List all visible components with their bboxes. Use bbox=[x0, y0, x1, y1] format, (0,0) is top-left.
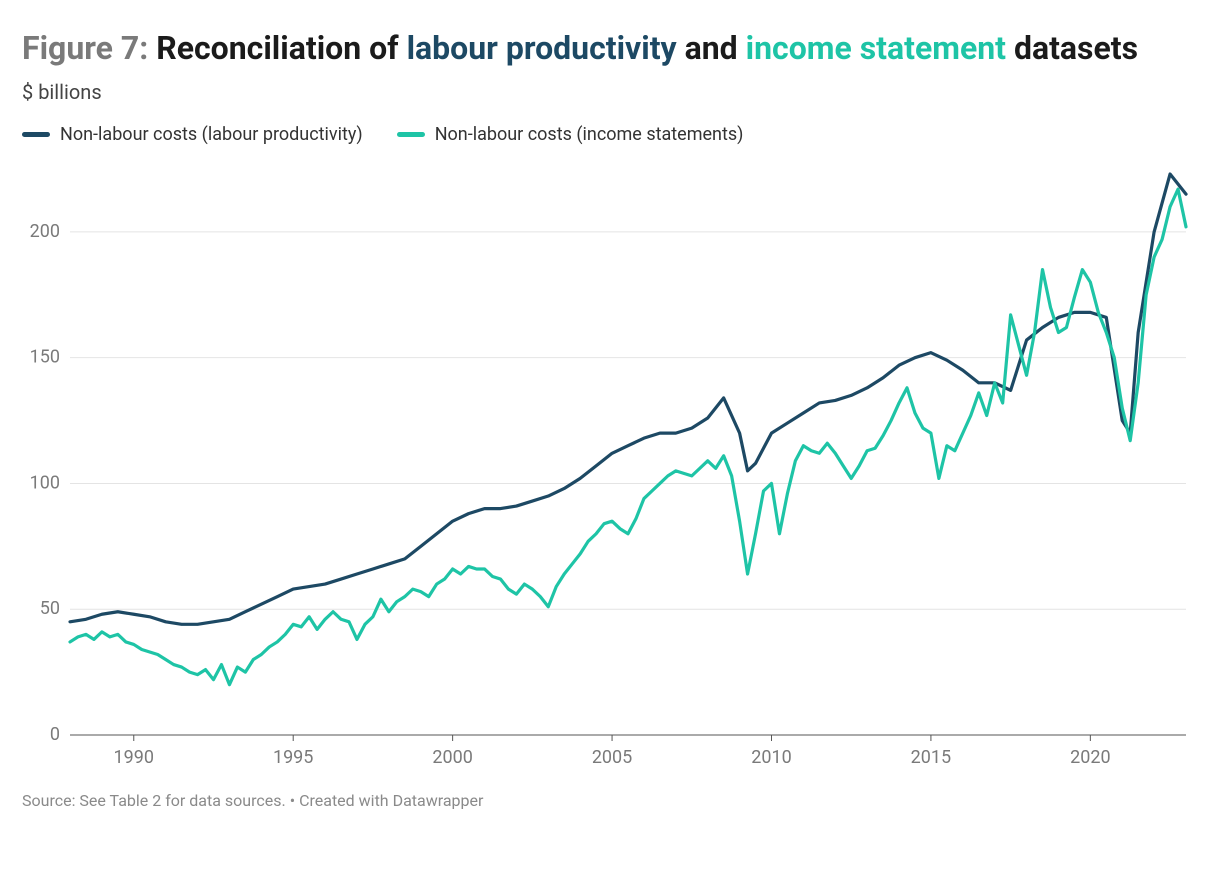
x-tick-label: 1990 bbox=[114, 747, 154, 768]
legend-label-1: Non-labour costs (income statements) bbox=[435, 124, 744, 145]
series-line-1 bbox=[70, 189, 1186, 685]
y-tick-label: 100 bbox=[30, 472, 60, 493]
x-tick-label: 2000 bbox=[432, 747, 472, 768]
chart-plot-area: 0 50 100 150 200 1990 1995 2000 2005 2010 2015 2020 bbox=[22, 151, 1198, 783]
y-tick-label: 50 bbox=[40, 598, 60, 619]
figure-container: Figure 7: Reconciliation of labour produ… bbox=[0, 0, 1220, 896]
title-accent-productivity: labour productivity bbox=[407, 29, 677, 67]
x-tick-label: 2020 bbox=[1070, 747, 1110, 768]
x-tick-label: 2010 bbox=[751, 747, 791, 768]
title-part-mid: and bbox=[677, 29, 746, 67]
chart-source-note: Source: See Table 2 for data sources. • … bbox=[22, 791, 1198, 810]
title-part-post: datasets bbox=[1006, 29, 1138, 67]
legend-swatch-0 bbox=[22, 132, 50, 137]
y-tick-label: 150 bbox=[30, 346, 60, 367]
legend-swatch-1 bbox=[397, 132, 425, 137]
chart-legend: Non-labour costs (labour productivity) N… bbox=[22, 124, 1198, 145]
legend-label-0: Non-labour costs (labour productivity) bbox=[60, 124, 363, 145]
legend-item-0: Non-labour costs (labour productivity) bbox=[22, 124, 363, 145]
y-tick-label: 0 bbox=[50, 724, 60, 745]
x-tick-label: 2015 bbox=[911, 747, 951, 768]
title-part-1: Reconciliation of bbox=[156, 29, 406, 67]
figure-label: Figure 7: bbox=[22, 29, 148, 67]
x-tick-label: 1995 bbox=[273, 747, 313, 768]
title-accent-income: income statement bbox=[746, 29, 1006, 67]
x-tick-label: 2005 bbox=[592, 747, 632, 768]
figure-title: Figure 7: Reconciliation of labour produ… bbox=[22, 28, 1198, 70]
series-line-0 bbox=[70, 174, 1186, 624]
y-axis-unit-label: $ billions bbox=[22, 80, 1198, 104]
y-tick-label: 200 bbox=[30, 220, 60, 241]
legend-item-1: Non-labour costs (income statements) bbox=[397, 124, 744, 145]
line-chart-svg: 0 50 100 150 200 1990 1995 2000 2005 2010 2015 2020 bbox=[22, 151, 1198, 779]
